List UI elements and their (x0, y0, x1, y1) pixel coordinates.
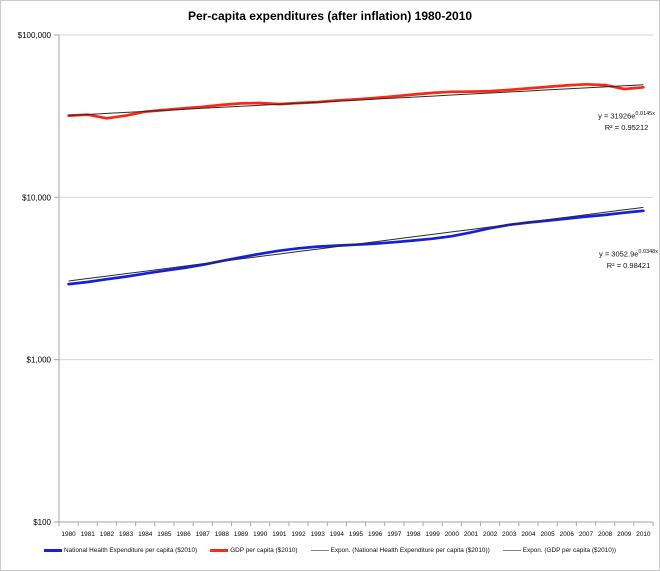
legend-label: Expon. (GDP per capita ($2010)) (522, 547, 617, 554)
legend-item: GDP per capita ($2010) (210, 547, 298, 554)
nhe-trend-r2: R² = 0.98421 (606, 260, 651, 270)
nhe-line (67, 209, 645, 286)
x-tick-label: 1988 (215, 531, 230, 538)
x-tick-label: 1982 (100, 531, 115, 538)
nhe-trend-exponent: 0.0348x (638, 249, 658, 255)
gdp-trend-exponent: 0.0145x (635, 111, 655, 117)
nhe-trend-annotation: y = 3052.9e0.0348x R² = 0.98421 (599, 247, 658, 271)
gdp-trend-r2: R² = 0.95212 (604, 122, 649, 132)
x-tick-label: 1991 (272, 531, 287, 538)
x-tick-label: 2007 (579, 531, 594, 538)
y-tick-label: $100,000 (18, 31, 52, 40)
gdp-trendline (68, 84, 644, 116)
legend-label: National Health Expenditure per capita (… (63, 547, 198, 554)
x-tick-label: 1990 (253, 531, 268, 538)
legend-label: Expon. (National Health Expenditure per … (330, 547, 490, 554)
x-tick-label: 2000 (445, 531, 460, 538)
x-tick-label: 1983 (119, 531, 134, 538)
x-tick-label: 1989 (234, 531, 249, 538)
x-tick-label: 1987 (196, 531, 211, 538)
x-tick-label: 1995 (349, 531, 364, 538)
gdp-trend-equation: y = 31926e0.0145x (598, 111, 655, 121)
x-tick-label: 2010 (636, 531, 651, 538)
x-tick-label: 2003 (502, 531, 517, 538)
x-tick-label: 1980 (61, 531, 76, 538)
x-tick-label: 2002 (483, 531, 498, 538)
x-tick-label: 1997 (387, 531, 402, 538)
y-tick-label: $10,000 (22, 193, 51, 202)
x-tick-label: 1998 (406, 531, 421, 538)
x-tick-label: 2001 (464, 531, 479, 538)
x-tick-label: 1993 (311, 531, 326, 538)
y-tick-label: $100 (33, 518, 51, 527)
legend-item: Expon. (GDP per capita ($2010)) (502, 547, 617, 554)
nhe-trend-equation: y = 3052.9e0.0348x (599, 249, 658, 259)
y-tick-label: $1,000 (27, 356, 52, 365)
x-tick-label: 2006 (560, 531, 575, 538)
x-tick-label: 1996 (368, 531, 383, 538)
legend-line-marker (210, 549, 229, 552)
legend-item: Expon. (National Health Expenditure per … (310, 547, 490, 554)
x-tick-label: 1992 (291, 531, 306, 538)
legend-item: National Health Expenditure per capita (… (43, 547, 198, 554)
nhe-trendline (68, 206, 644, 282)
legend-trend-marker (310, 550, 329, 551)
x-tick-label: 1994 (330, 531, 345, 538)
x-tick-label: 1985 (157, 531, 172, 538)
x-tick-label: 2004 (521, 531, 536, 538)
x-tick-label: 2008 (598, 531, 613, 538)
legend-trend-marker (502, 550, 521, 551)
x-tick-label: 1986 (176, 531, 191, 538)
legend-label: GDP per capita ($2010) (230, 547, 298, 554)
x-tick-label: 1981 (81, 531, 96, 538)
chart-legend: National Health Expenditure per capita (… (1, 547, 659, 554)
gdp-trend-annotation: y = 31926e0.0145x R² = 0.95212 (598, 109, 655, 133)
x-tick-label: 2005 (541, 531, 556, 538)
x-tick-label: 2009 (617, 531, 632, 538)
chart-title: Per-capita expenditures (after inflation… (187, 9, 473, 23)
x-tick-label: 1999 (426, 531, 441, 538)
legend-line-marker (43, 549, 62, 552)
x-tick-label: 1984 (138, 531, 153, 538)
